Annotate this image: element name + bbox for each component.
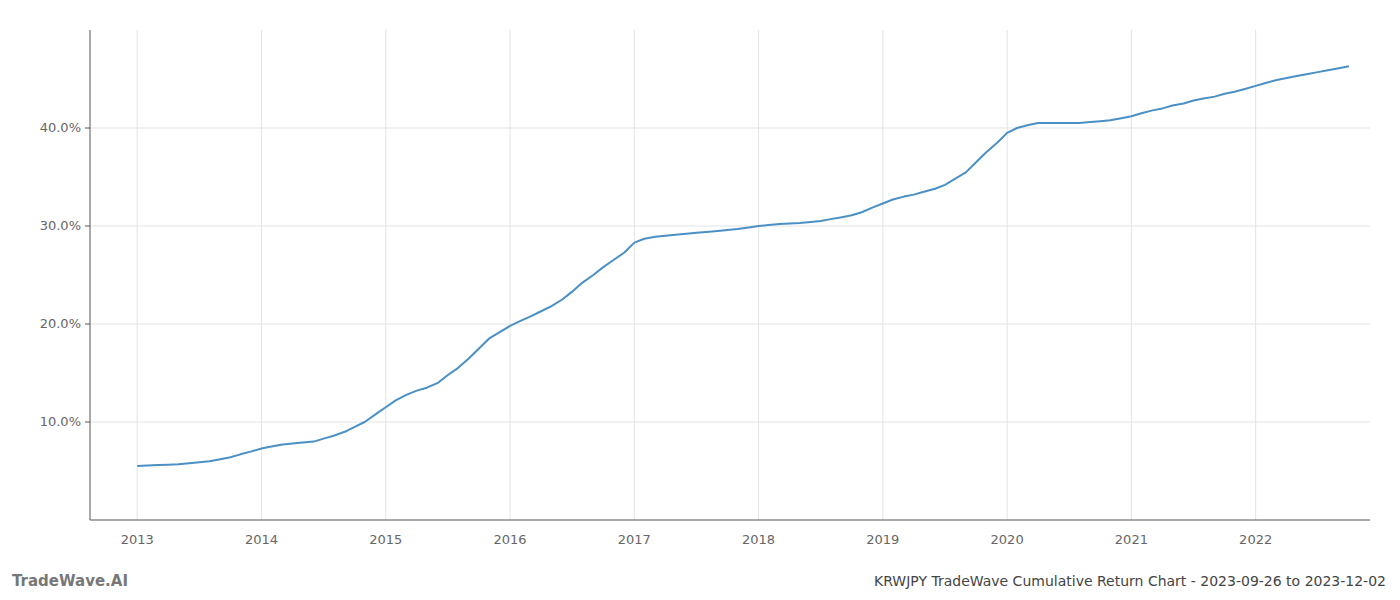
x-tick-label: 2017 — [618, 532, 651, 547]
x-tick-label: 2014 — [245, 532, 278, 547]
plot-area — [137, 66, 1349, 466]
x-grid-line — [261, 30, 262, 520]
x-grid-line — [1255, 30, 1256, 520]
y-tick-mark — [85, 128, 90, 129]
y-tick-label: 10.0% — [40, 414, 81, 429]
series-line — [137, 66, 1349, 466]
x-grid-line — [882, 30, 883, 520]
axes: 2013 2014 2015 2016 2017 2018 2019 2020 2021 2022… — [40, 30, 1370, 547]
x-grid-line — [385, 30, 386, 520]
x-grid-line — [510, 30, 511, 520]
x-tick-label: 2020 — [991, 532, 1024, 547]
y-tick-mark — [85, 324, 90, 325]
y-grid-line — [90, 226, 1370, 227]
y-grid-line — [90, 422, 1370, 423]
x-grid-line — [1007, 30, 1008, 520]
title: KRWJPY TradeWave Cumulative Return Chart… — [874, 573, 1386, 589]
watermark: TradeWave.AI — [12, 572, 128, 590]
y-axis-line — [90, 30, 91, 520]
y-tick-label: 30.0% — [40, 218, 81, 233]
y-tick-label: 40.0% — [40, 120, 81, 135]
x-grid-line — [758, 30, 759, 520]
x-tick-label: 2016 — [493, 532, 526, 547]
x-tick-label: 2021 — [1115, 532, 1148, 547]
grid — [90, 30, 1370, 520]
y-tick-mark — [85, 226, 90, 227]
x-tick-label: 2015 — [369, 532, 402, 547]
x-grid-line — [1131, 30, 1132, 520]
y-tick-mark — [85, 422, 90, 423]
x-axis-line — [90, 520, 1370, 521]
y-grid-line — [90, 324, 1370, 325]
background — [0, 0, 1400, 600]
x-tick-label: 2013 — [121, 532, 154, 547]
y-tick-label: 20.0% — [40, 316, 81, 331]
x-grid-line — [137, 30, 138, 520]
x-tick-label: 2018 — [742, 532, 775, 547]
chart: 2013 2014 2015 2016 2017 2018 2019 2020 2021 2022… — [0, 0, 1400, 600]
x-tick-label: 2022 — [1239, 532, 1272, 547]
x-grid-line — [634, 30, 635, 520]
y-grid-line — [90, 128, 1370, 129]
x-tick-label: 2019 — [866, 532, 899, 547]
